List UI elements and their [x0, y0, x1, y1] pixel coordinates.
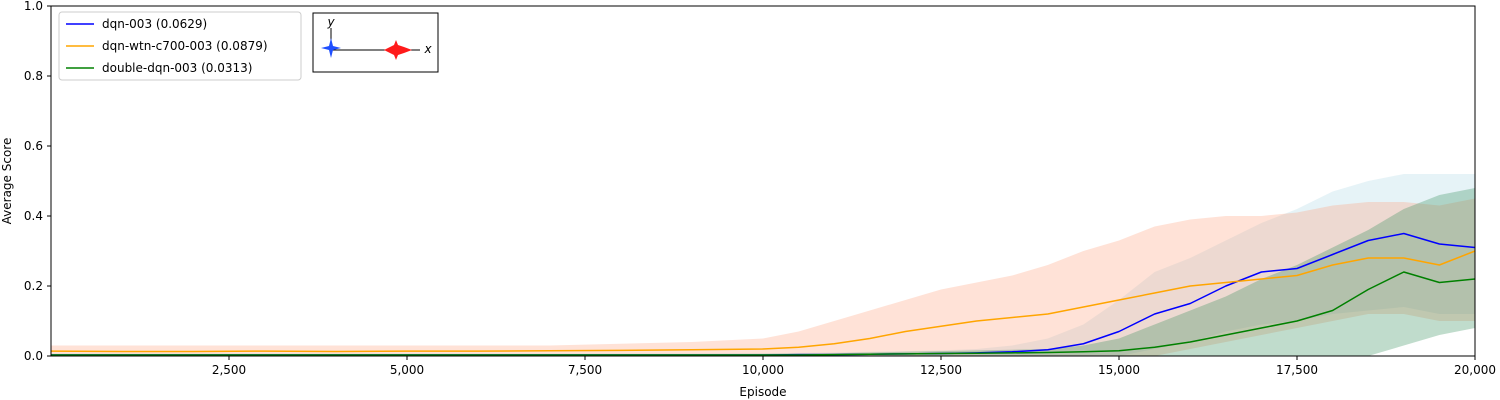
- series-lines: [50, 232, 1476, 356]
- x-tick-label-1: 5,000: [390, 363, 424, 377]
- line-2: [51, 271, 1476, 356]
- x-axis-ticks: 2,500 5,000 7,500 10,000 12,500 15,000 17,500 2…: [212, 356, 1496, 377]
- legend-frame: [58, 11, 302, 81]
- x-tick-label-4: 12,500: [920, 363, 962, 377]
- x-tick-label-2: 7,500: [568, 363, 602, 377]
- right-aircraft-icon: [384, 40, 412, 60]
- x-tick-label-0: 2,500: [212, 363, 246, 377]
- band-2: [51, 188, 1475, 356]
- x-tick-label-7: 20,000: [1454, 363, 1496, 377]
- confidence-bands: [51, 174, 1475, 356]
- x-tick-label-6: 17,500: [1276, 363, 1318, 377]
- band-0: [51, 174, 1475, 356]
- y-tick-label-5: 1.0: [24, 0, 43, 13]
- x-tick-label-5: 15,000: [1098, 363, 1140, 377]
- y-tick-label-4: 0.8: [24, 69, 43, 83]
- y-tick-label-2: 0.4: [24, 209, 43, 223]
- inset-x-label: x: [423, 42, 432, 56]
- band-1: [51, 198, 1475, 356]
- legend-label-2: double-dqn-003 (0.0313): [102, 61, 252, 75]
- y-tick-label-0: 0.0: [24, 349, 43, 363]
- y-tick-label-3: 0.6: [24, 139, 43, 153]
- inset-y-label: y: [326, 15, 335, 29]
- left-aircraft-icon: [321, 38, 341, 58]
- y-tick-label-1: 0.2: [24, 279, 43, 293]
- line-1: [50, 250, 1476, 353]
- inset-diagram: y x: [312, 12, 439, 73]
- x-tick-label-3: 10,000: [742, 363, 784, 377]
- y-axis-label: Average Score: [0, 138, 14, 225]
- legend: dqn-003 (0.0629) dqn-wtn-c700-003 (0.087…: [58, 11, 302, 81]
- x-axis-label: Episode: [739, 385, 786, 399]
- y-axis-ticks: 0.0 0.2 0.4 0.6 0.8 1.0: [24, 0, 51, 363]
- legend-label-0: dqn-003 (0.0629): [102, 17, 207, 31]
- inset-frame: [312, 12, 439, 73]
- legend-label-1: dqn-wtn-c700-003 (0.0879): [102, 39, 268, 53]
